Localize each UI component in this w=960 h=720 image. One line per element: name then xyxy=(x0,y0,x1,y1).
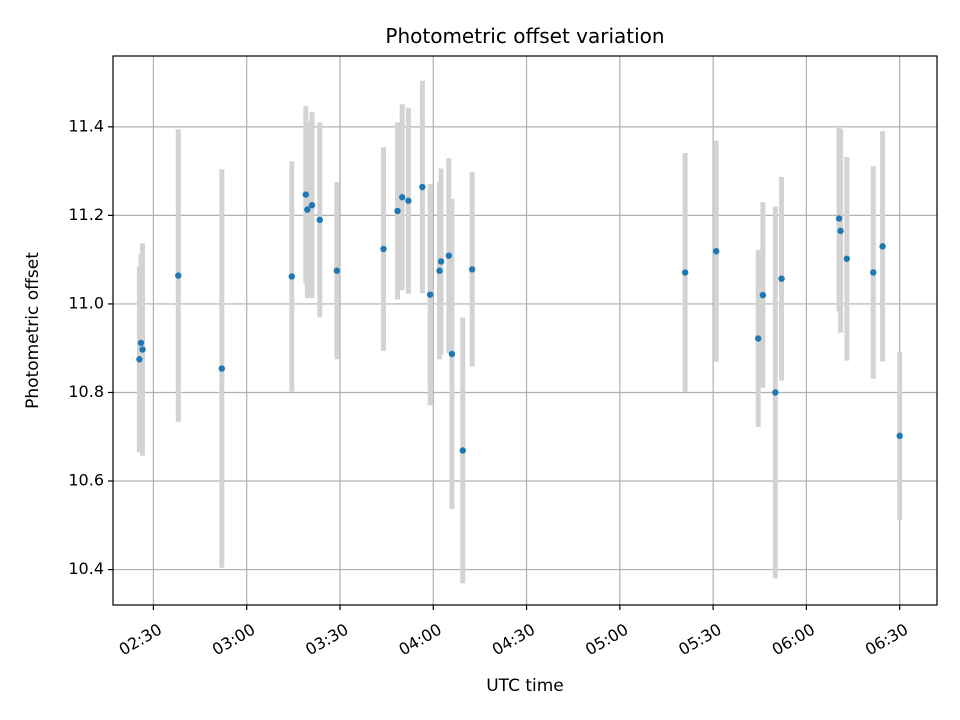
data-point xyxy=(759,291,767,299)
data-point xyxy=(879,243,886,250)
data-point xyxy=(136,356,143,363)
data-point xyxy=(333,267,341,274)
data-point xyxy=(394,207,401,215)
data-point xyxy=(288,273,295,280)
data-point xyxy=(843,255,851,262)
data-point xyxy=(459,447,467,454)
data-point xyxy=(436,267,443,274)
data-points xyxy=(136,183,903,454)
data-point xyxy=(755,335,762,342)
data-point xyxy=(437,258,445,265)
data-point xyxy=(380,245,387,253)
data-point xyxy=(175,272,182,279)
grid xyxy=(113,56,937,605)
y-tick-label: 10.6 xyxy=(68,471,104,490)
data-point xyxy=(445,252,453,259)
x-axis-title: UTC time xyxy=(486,676,564,696)
y-tick-label: 10.8 xyxy=(68,382,104,401)
y-tick-label: 11.4 xyxy=(68,116,104,135)
data-point xyxy=(398,194,406,201)
data-point xyxy=(426,291,434,298)
data-point xyxy=(218,365,226,372)
data-point xyxy=(870,269,877,276)
data-point xyxy=(308,202,316,209)
data-point xyxy=(772,389,779,396)
data-point xyxy=(304,206,311,213)
data-point xyxy=(316,216,323,224)
data-point xyxy=(419,183,426,191)
data-point xyxy=(837,227,844,235)
data-point xyxy=(713,248,720,255)
chart-title: Photometric offset variation xyxy=(385,24,664,48)
y-axis: 10.4 10.6 10.8 11.0 11.2 11.4 xyxy=(68,116,113,578)
data-point xyxy=(405,197,412,204)
data-point xyxy=(778,275,785,282)
y-tick-label: 11.0 xyxy=(68,293,104,312)
data-point xyxy=(302,191,309,198)
data-point xyxy=(448,350,456,358)
data-point xyxy=(139,346,146,353)
y-tick-label: 10.4 xyxy=(68,559,104,578)
data-point xyxy=(137,339,145,347)
y-tick-label: 11.2 xyxy=(68,205,104,224)
data-point xyxy=(896,432,903,440)
data-point xyxy=(468,266,476,273)
data-point xyxy=(835,215,843,222)
plot-area-frame xyxy=(112,55,938,606)
y-axis-title: Photometric offset xyxy=(23,252,43,409)
data-point xyxy=(681,269,689,276)
